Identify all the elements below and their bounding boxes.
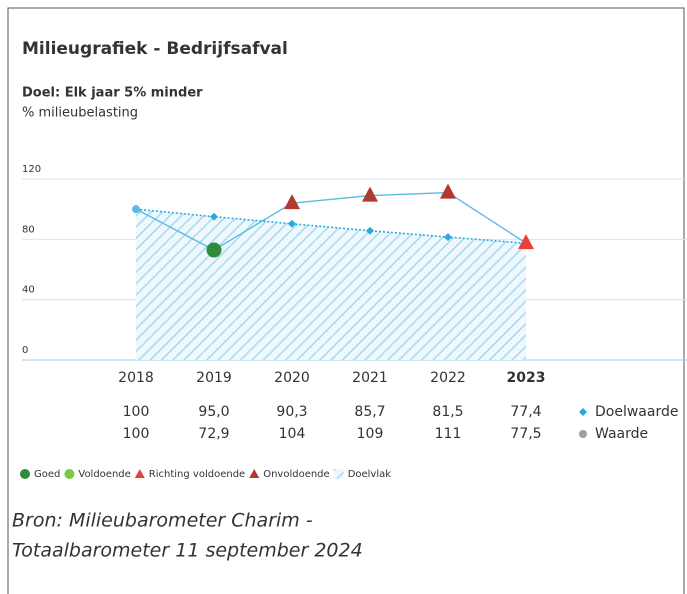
legend-label: Waarde — [595, 426, 648, 442]
legend-label: Onvoldoende — [263, 469, 329, 480]
series-line — [135, 191, 527, 251]
legend-label: Richting voldoende — [149, 469, 245, 480]
y-tick-label: 120 — [22, 164, 41, 175]
x-tick-label: 2020 — [274, 370, 310, 386]
target-marker — [210, 212, 218, 221]
value-marker — [518, 234, 534, 250]
value-marker — [440, 183, 456, 199]
legend-symbol — [64, 469, 75, 479]
legend-symbol — [579, 430, 587, 438]
value-label: 72,9 — [198, 426, 229, 442]
value-marker — [284, 194, 300, 210]
source: Bron: Milieubarometer Charim - — [12, 510, 313, 532]
series-line — [135, 208, 527, 245]
value-label: 81,5 — [432, 404, 463, 420]
value-label: 90,3 — [276, 404, 307, 420]
legend-symbol — [20, 469, 30, 479]
x-tick-label: 2018 — [118, 370, 154, 386]
target-marker — [288, 219, 296, 228]
legend-label: Voldoende — [78, 469, 130, 480]
y-tick-label: 40 — [22, 285, 35, 296]
subtitle: Doel: Elk jaar 5% minder — [22, 86, 203, 101]
target-marker — [444, 233, 452, 242]
legend-label: Doelwaarde — [595, 404, 678, 420]
value-label: 77,5 — [510, 426, 541, 442]
y-tick-label: 80 — [22, 224, 35, 235]
value-label: 85,7 — [354, 404, 385, 420]
x-tick-label: 2023 — [507, 370, 546, 386]
value-label: 95,0 — [198, 404, 229, 420]
x-tick-label: 2022 — [430, 370, 466, 386]
legend-symbol — [333, 469, 344, 479]
value-label: 111 — [435, 426, 462, 442]
chart-title: Milieugrafiek - Bedrijfsafval — [22, 39, 288, 59]
value-marker — [132, 205, 140, 214]
y-axis-label: % milieubelasting — [22, 106, 138, 121]
legend-label: Doelvlak — [348, 469, 392, 480]
legend-symbol — [134, 469, 145, 478]
x-tick-label: 2019 — [196, 370, 232, 386]
value-label: 104 — [279, 426, 306, 442]
legend-label: Goed — [34, 469, 60, 480]
target-area — [136, 209, 526, 360]
target-marker — [366, 226, 374, 235]
value-label: 109 — [357, 426, 384, 442]
y-tick-label: 0 — [22, 345, 28, 356]
value-label: 100 — [123, 404, 150, 420]
value-label: 100 — [123, 426, 150, 442]
legend-symbol — [579, 408, 587, 416]
frame — [7, 7, 685, 594]
value-marker — [206, 242, 222, 258]
value-label: 77,4 — [510, 404, 541, 420]
legend-symbol — [249, 469, 260, 478]
x-tick-label: 2021 — [352, 370, 388, 386]
value-marker — [362, 186, 378, 202]
source: Totaalbarometer 11 september 2024 — [12, 540, 363, 562]
